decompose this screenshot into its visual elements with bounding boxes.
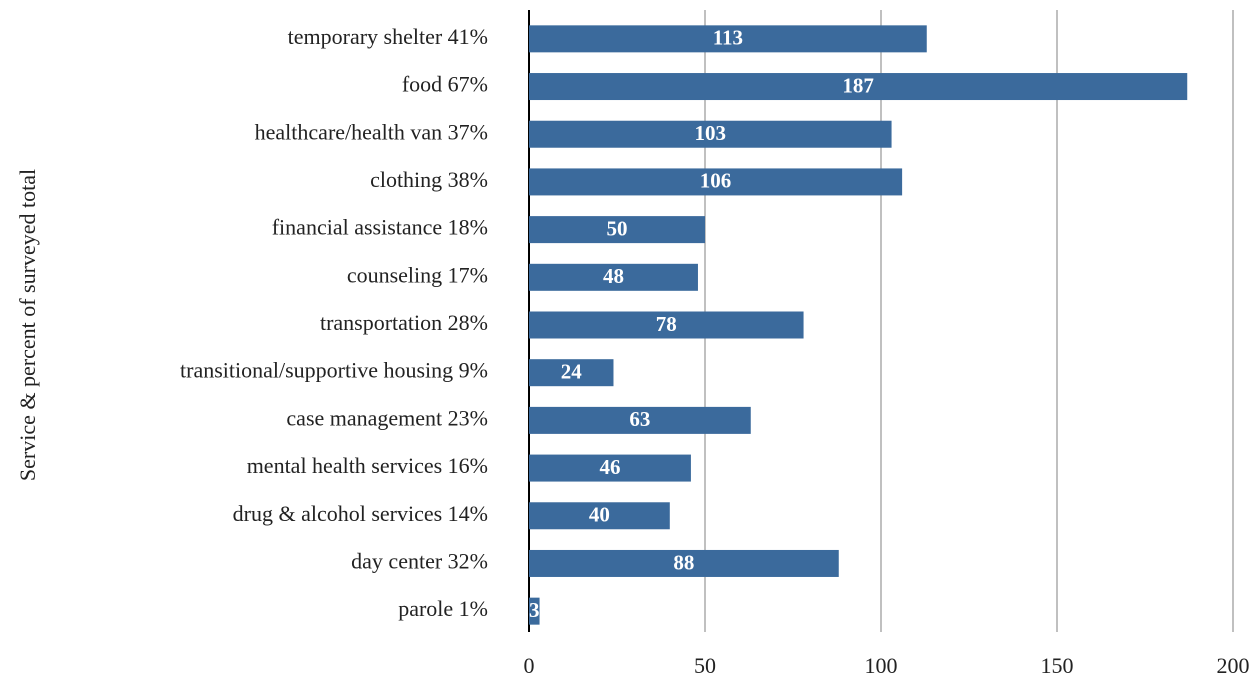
- y-tick-label: case management 23%: [286, 405, 488, 430]
- bar: [529, 263, 698, 291]
- data-label: 48: [603, 264, 624, 288]
- y-tick-label: clothing 38%: [370, 167, 488, 192]
- data-label: 3: [529, 598, 540, 622]
- y-tick-label: counseling 17%: [347, 262, 488, 287]
- x-tick-label: 50: [694, 653, 716, 678]
- y-tick-label: parole 1%: [398, 596, 488, 621]
- bar: [529, 216, 705, 244]
- x-tick-label: 200: [1217, 653, 1250, 678]
- x-tick-label: 0: [524, 653, 535, 678]
- bar: [529, 168, 903, 196]
- bar: [529, 597, 540, 625]
- y-tick-label: day center 32%: [351, 549, 488, 574]
- bar: [529, 25, 927, 53]
- bar: [529, 311, 804, 339]
- data-label: 63: [629, 407, 650, 431]
- bar: [529, 120, 892, 148]
- x-tick-label: 150: [1041, 653, 1074, 678]
- data-label: 78: [656, 312, 677, 336]
- data-label: 106: [700, 169, 732, 193]
- data-label: 187: [842, 73, 874, 97]
- y-tick-label: transportation 28%: [320, 310, 488, 335]
- bar: [529, 454, 691, 482]
- y-tick-label: temporary shelter 41%: [288, 24, 488, 49]
- bar: [529, 359, 614, 387]
- y-tick-label: mental health services 16%: [247, 453, 488, 478]
- data-label: 24: [561, 360, 583, 384]
- bar: [529, 549, 839, 577]
- y-tick-label: drug & alcohol services 14%: [233, 501, 488, 526]
- bar: [529, 502, 670, 530]
- data-label: 103: [695, 121, 727, 145]
- bar: [529, 73, 1188, 101]
- y-tick-label: transitional/supportive housing 9%: [180, 358, 488, 383]
- data-label: 113: [713, 26, 743, 50]
- data-label: 46: [599, 455, 620, 479]
- y-tick-label: healthcare/health van 37%: [255, 119, 488, 144]
- y-tick-label: food 67%: [402, 72, 488, 97]
- y-axis-title: Service & percent of surveyed total: [15, 169, 40, 481]
- x-tick-label: 100: [865, 653, 898, 678]
- data-label: 50: [607, 216, 628, 240]
- data-label: 40: [589, 503, 610, 527]
- data-label: 88: [673, 550, 694, 574]
- y-tick-label: financial assistance 18%: [272, 215, 488, 240]
- bar: [529, 406, 751, 434]
